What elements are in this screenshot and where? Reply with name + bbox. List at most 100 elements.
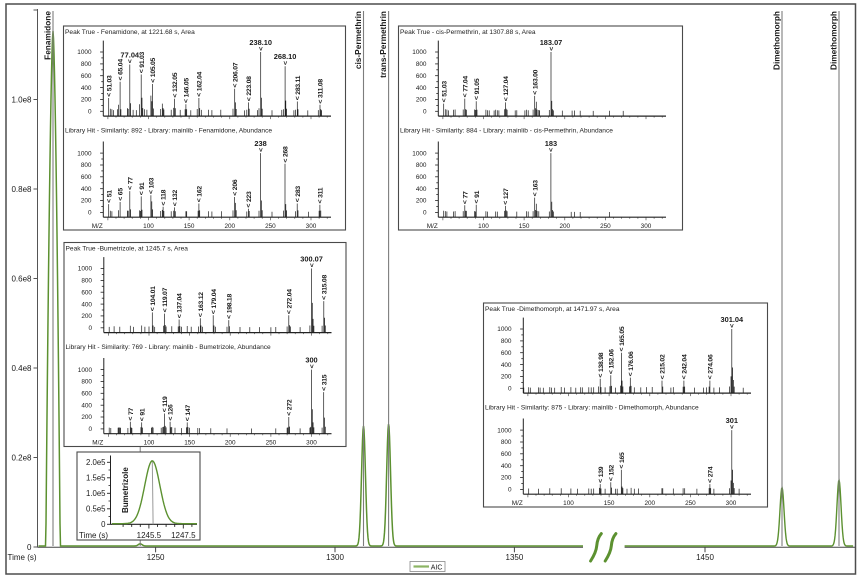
svg-text:1.0e8: 1.0e8 <box>11 95 32 104</box>
svg-text:315.08: 315.08 <box>321 275 328 295</box>
svg-text:<: < <box>503 97 510 101</box>
svg-text:<: < <box>707 479 714 483</box>
svg-text:300.07: 300.07 <box>300 254 323 263</box>
svg-text:119.07: 119.07 <box>162 287 169 306</box>
svg-text:400: 400 <box>81 402 92 409</box>
svg-text:206.07: 206.07 <box>232 62 239 82</box>
svg-text:91.05: 91.05 <box>474 78 481 94</box>
svg-text:238.10: 238.10 <box>249 38 272 47</box>
svg-text:M/Z: M/Z <box>427 223 438 230</box>
svg-text:0: 0 <box>88 426 92 433</box>
svg-text:268: 268 <box>283 146 290 157</box>
svg-text:152.06: 152.06 <box>608 349 615 369</box>
svg-text:272.04: 272.04 <box>286 289 293 309</box>
svg-text:<: < <box>462 200 469 204</box>
svg-text:300: 300 <box>306 223 317 230</box>
svg-text:<: < <box>619 465 626 469</box>
svg-text:272: 272 <box>286 399 293 410</box>
svg-text:600: 600 <box>416 73 427 80</box>
svg-text:100: 100 <box>143 223 154 230</box>
svg-text:1247.5: 1247.5 <box>171 531 196 540</box>
svg-text:179.04: 179.04 <box>211 289 218 309</box>
svg-text:<: < <box>150 307 157 311</box>
svg-text:200: 200 <box>416 198 427 205</box>
svg-text:200: 200 <box>81 414 92 421</box>
svg-text:<: < <box>232 84 239 88</box>
svg-text:162.04: 162.04 <box>197 71 204 91</box>
svg-text:1000: 1000 <box>497 427 512 434</box>
svg-text:0: 0 <box>508 487 512 494</box>
svg-text:0: 0 <box>88 109 92 116</box>
svg-text:Library Hit - Similarity: 769: Library Hit - Similarity: 769 - Library:… <box>66 344 272 351</box>
svg-text:Dimethomorph: Dimethomorph <box>772 11 782 70</box>
svg-text:165: 165 <box>619 452 626 463</box>
svg-text:163: 163 <box>532 180 539 191</box>
svg-text:127: 127 <box>503 188 510 199</box>
svg-text:<: < <box>226 315 233 319</box>
svg-text:127.04: 127.04 <box>503 76 510 96</box>
svg-text:<: < <box>548 148 555 152</box>
svg-text:600: 600 <box>501 451 512 458</box>
svg-text:Library Hit - Similarity: 875: Library Hit - Similarity: 875 - Library:… <box>485 405 699 412</box>
svg-text:<: < <box>162 308 169 312</box>
svg-text:<: < <box>106 93 113 97</box>
svg-text:800: 800 <box>81 61 92 68</box>
svg-text:600: 600 <box>81 174 92 181</box>
svg-text:118: 118 <box>161 189 168 200</box>
svg-text:77: 77 <box>462 191 469 199</box>
svg-text:<: < <box>321 296 328 300</box>
svg-text:77.04: 77.04 <box>121 50 140 59</box>
svg-text:0: 0 <box>423 210 427 217</box>
svg-text:Time (s): Time (s) <box>8 553 37 562</box>
svg-text:200: 200 <box>81 97 92 104</box>
svg-text:300: 300 <box>305 355 317 364</box>
svg-text:250: 250 <box>266 439 277 446</box>
svg-text:400: 400 <box>501 362 512 369</box>
svg-text:0: 0 <box>88 210 92 217</box>
svg-text:<: < <box>282 61 289 65</box>
svg-text:<: < <box>117 77 124 81</box>
svg-text:126: 126 <box>168 404 175 415</box>
svg-text:<: < <box>681 375 688 379</box>
svg-text:163.00: 163.00 <box>532 69 539 89</box>
svg-text:400: 400 <box>81 85 92 92</box>
svg-text:200: 200 <box>81 198 92 205</box>
svg-text:<: < <box>162 408 169 412</box>
svg-text:<: < <box>139 191 146 195</box>
svg-text:198.18: 198.18 <box>226 294 233 314</box>
svg-text:<: < <box>729 324 736 328</box>
svg-text:<: < <box>196 198 203 202</box>
svg-text:301: 301 <box>726 416 738 425</box>
svg-text:Peak True - cis-Permethrin, at: Peak True - cis-Permethrin, at 1307.88 s… <box>400 29 536 36</box>
svg-text:183.07: 183.07 <box>540 38 563 47</box>
svg-text:0.5e5: 0.5e5 <box>86 505 106 514</box>
svg-text:Peak True - Fenamidone, at 122: Peak True - Fenamidone, at 1221.68 s, Ar… <box>65 29 195 36</box>
svg-text:91.03: 91.03 <box>139 51 146 67</box>
svg-text:600: 600 <box>501 350 512 357</box>
svg-text:138.98: 138.98 <box>598 352 605 372</box>
svg-text:400: 400 <box>501 463 512 470</box>
svg-text:200: 200 <box>644 500 655 507</box>
svg-text:274: 274 <box>708 466 715 477</box>
svg-text:600: 600 <box>416 174 427 181</box>
svg-text:<: < <box>598 374 605 378</box>
svg-text:183: 183 <box>545 139 557 148</box>
svg-text:1.0e5: 1.0e5 <box>86 489 106 498</box>
svg-text:1000: 1000 <box>78 367 93 374</box>
svg-text:0: 0 <box>423 109 427 116</box>
svg-text:1350: 1350 <box>506 553 524 562</box>
svg-text:<: < <box>309 364 316 368</box>
svg-text:<: < <box>659 375 666 379</box>
svg-text:<: < <box>707 375 714 379</box>
svg-text:139: 139 <box>598 466 605 477</box>
svg-text:150: 150 <box>184 439 195 446</box>
svg-text:<: < <box>258 148 265 152</box>
svg-text:223: 223 <box>246 191 253 202</box>
svg-text:Dimethomorph: Dimethomorph <box>829 11 839 70</box>
svg-text:100: 100 <box>144 439 155 446</box>
svg-text:800: 800 <box>501 439 512 446</box>
svg-text:Bumetrizole: Bumetrizole <box>121 467 130 513</box>
svg-text:<: < <box>321 387 328 391</box>
svg-text:1000: 1000 <box>497 326 512 333</box>
svg-text:<: < <box>309 263 316 267</box>
